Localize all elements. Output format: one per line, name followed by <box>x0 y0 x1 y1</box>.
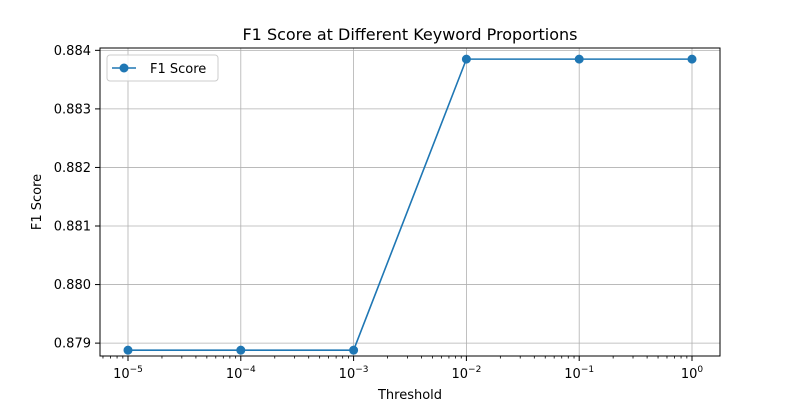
y-tick-label: 0.883 <box>54 102 91 117</box>
y-axis-label: F1 Score <box>30 174 45 230</box>
series-layer <box>123 54 697 355</box>
legend-label: F1 Score <box>150 62 206 77</box>
series-line <box>128 58 692 351</box>
x-tick-label: 10−1 <box>564 365 594 382</box>
data-point <box>236 345 246 355</box>
y-tick-label: 0.882 <box>54 161 91 176</box>
x-tick-label: 10−3 <box>339 365 369 382</box>
data-point <box>123 345 133 355</box>
data-point <box>687 54 697 64</box>
y-tick-label: 0.880 <box>54 278 91 293</box>
x-tick-label: 100 <box>681 365 704 382</box>
legend-marker-swatch <box>119 63 129 73</box>
chart-title: F1 Score at Different Keyword Proportion… <box>242 25 577 44</box>
legend-box <box>106 54 219 82</box>
legend: F1 Score <box>106 54 219 82</box>
data-point <box>349 345 359 355</box>
data-point <box>461 54 471 64</box>
x-tick-label: 10−4 <box>226 365 256 382</box>
plot-frame <box>99 47 721 357</box>
y-tick-label: 0.881 <box>54 220 91 235</box>
x-axis: 10−5 10−4 10−3 10−2 10−1 100 <box>102 356 704 382</box>
x-axis-label: Threshold <box>377 388 442 400</box>
x-tick-label: 10−5 <box>113 365 143 382</box>
data-point <box>574 54 584 64</box>
y-tick-label: 0.884 <box>54 44 91 59</box>
x-tick-label: 10−2 <box>451 365 481 382</box>
y-tick-label: 0.879 <box>54 337 91 352</box>
grid <box>100 48 720 356</box>
y-axis: 0.879 0.880 0.881 0.882 0.883 0.884 <box>54 44 100 352</box>
